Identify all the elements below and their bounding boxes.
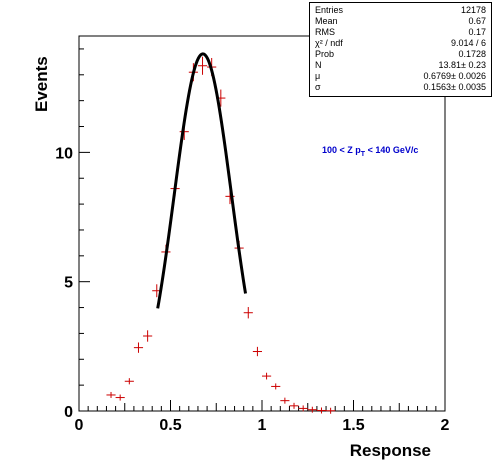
data-point (124, 378, 134, 385)
data-point (243, 307, 253, 319)
stats-row-rms: RMS 0.17 (315, 27, 486, 37)
x-tick-label: 0 (75, 417, 84, 434)
data-point (252, 346, 262, 357)
stats-row-sigma: σ 0.1563± 0.0035 (315, 82, 486, 92)
x-tick-label: 0.5 (159, 417, 181, 434)
data-point (298, 405, 308, 412)
pt-range-annotation: 100 < Z pT < 140 GeV/c (322, 145, 419, 158)
data-point (307, 406, 317, 413)
stats-row-entries: Entries 12178 (315, 5, 486, 15)
y-axis-tick-labels: 0 5 10 (55, 145, 73, 421)
x-tick-label: 2 (441, 417, 450, 434)
data-point (143, 330, 153, 342)
stats-row-mu: μ 0.6769± 0.0026 (315, 71, 486, 81)
x-tick-label: 1.5 (342, 417, 364, 434)
stats-row-chi2: χ² / ndf 9.014 / 6 (315, 38, 486, 48)
y-tick-label: 5 (64, 275, 73, 292)
y-axis-ticks (79, 48, 90, 412)
data-point (289, 402, 299, 409)
y-axis-label: Events (32, 56, 51, 112)
y-tick-label: 0 (64, 404, 73, 421)
data-point (262, 372, 272, 380)
data-point (106, 391, 116, 398)
data-point (326, 407, 336, 414)
data-point (115, 394, 125, 401)
stats-row-n: N 13.81± 0.23 (315, 60, 486, 70)
data-point (271, 383, 281, 390)
x-axis-ticks (78, 400, 446, 411)
data-point (316, 407, 327, 414)
x-axis-tick-labels: 0 0.5 1 1.5 2 (75, 417, 450, 434)
y-tick-label: 10 (55, 145, 73, 162)
data-point (133, 342, 144, 353)
gaussian-fit-curve (156, 52, 248, 309)
x-tick-label: 1 (258, 417, 267, 434)
data-point (197, 56, 208, 75)
stats-row-prob: Prob 0.1728 (315, 49, 486, 59)
data-point (280, 397, 290, 404)
stats-box: Entries 12178 Mean 0.67 RMS 0.17 χ² / ndf 9.… (309, 2, 492, 97)
x-axis-label: Response (350, 441, 431, 460)
stats-row-mean: Mean 0.67 (315, 16, 486, 26)
